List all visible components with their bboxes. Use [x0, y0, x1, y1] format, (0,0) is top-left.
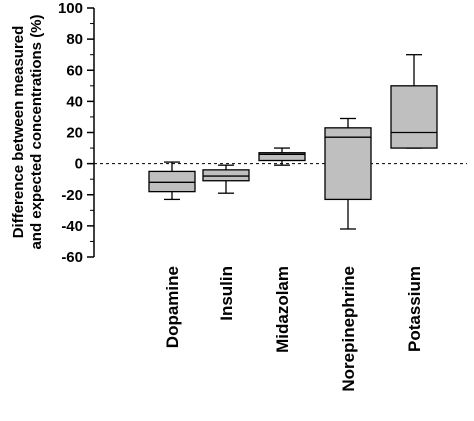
category-labels: Dopamine Insulin Midazolam Norepinephrine Po…	[163, 266, 424, 392]
category-label-insulin: Insulin	[217, 266, 236, 321]
box-dopamine	[148, 161, 196, 201]
y-tick-label: 80	[66, 31, 83, 48]
category-label-norepinephrine: Norepinephrine	[339, 266, 358, 392]
iqr-box	[202, 169, 250, 182]
y-tick-label: 40	[66, 93, 83, 110]
y-axis-ticks: 100 80 60 40 20 0 -20 -40 -60	[58, 0, 94, 266]
iqr-box	[324, 127, 372, 201]
box-series	[148, 54, 438, 230]
y-tick-label: 60	[66, 62, 83, 79]
category-label-midazolam: Midazolam	[273, 266, 292, 353]
y-tick-label: 100	[58, 0, 83, 17]
y-axis-label-line2: and expected concentrations (%)	[28, 14, 45, 249]
box-midazolam	[258, 147, 306, 166]
iqr-box	[258, 152, 306, 162]
category-label-potassium: Potassium	[405, 266, 424, 352]
y-tick-label: -20	[61, 187, 83, 204]
box-norepinephrine	[324, 117, 372, 230]
iqr-box	[148, 170, 196, 193]
category-label-dopamine: Dopamine	[163, 266, 182, 348]
box-potassium	[390, 54, 438, 149]
iqr-box	[390, 85, 438, 149]
y-tick-label: -60	[61, 249, 83, 266]
y-axis-label-line1: Difference between measured	[10, 26, 27, 239]
y-tick-label: -40	[61, 218, 83, 235]
y-tick-label: 20	[66, 125, 83, 142]
box-insulin	[202, 164, 250, 194]
y-tick-label: 0	[75, 156, 83, 173]
y-axis-label: Difference between measured and expected…	[10, 14, 45, 249]
